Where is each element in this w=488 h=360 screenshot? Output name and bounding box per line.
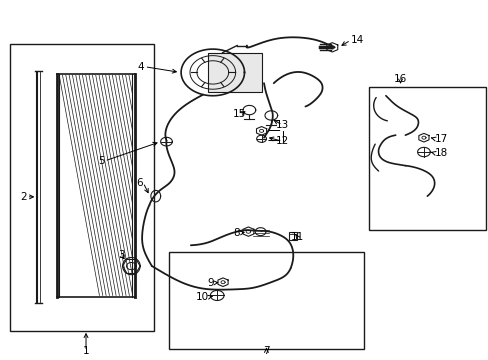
Text: 1: 1 xyxy=(82,346,89,356)
Text: 18: 18 xyxy=(434,148,447,158)
Text: 9: 9 xyxy=(207,278,213,288)
Text: 2: 2 xyxy=(20,192,26,202)
Text: 16: 16 xyxy=(393,74,407,84)
Text: 11: 11 xyxy=(290,232,303,242)
Text: 12: 12 xyxy=(275,136,288,146)
Text: 5: 5 xyxy=(98,156,104,166)
Text: 6: 6 xyxy=(136,177,143,188)
Text: 3: 3 xyxy=(118,250,124,260)
Bar xyxy=(168,252,363,348)
Bar xyxy=(368,87,485,230)
Text: 4: 4 xyxy=(138,62,144,72)
Text: 7: 7 xyxy=(263,346,269,356)
Text: 13: 13 xyxy=(275,120,288,130)
Text: 15: 15 xyxy=(232,109,246,120)
Bar xyxy=(10,44,154,330)
Text: 17: 17 xyxy=(434,134,447,144)
Bar xyxy=(207,53,261,92)
Text: 10: 10 xyxy=(196,292,209,302)
Bar xyxy=(289,231,297,239)
Text: 14: 14 xyxy=(350,35,363,45)
Text: 8: 8 xyxy=(232,228,239,238)
